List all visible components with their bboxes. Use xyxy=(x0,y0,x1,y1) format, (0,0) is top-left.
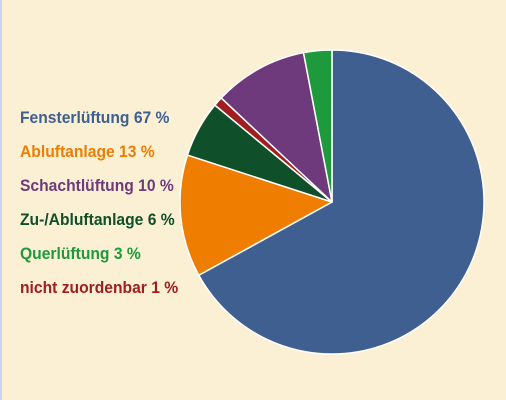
legend-entry-querlueftung: Querlüftung 3 % xyxy=(20,244,141,263)
legend-entry-nicht-zuordenbar: nicht zuordenbar 1 % xyxy=(20,278,179,297)
pie-slice-5 xyxy=(302,49,333,203)
legend-entry-fensterlueftung: Fensterlüftung 67 % xyxy=(20,108,170,127)
legend-entry-zu-abluftanlage: Zu-/Abluftanlage 6 % xyxy=(20,210,175,229)
legend-entry-abluftanlage: Abluftanlage 13 % xyxy=(20,142,155,161)
chart-legend: Fensterlüftung 67 % Abluftanlage 13 % Sc… xyxy=(20,104,192,308)
pie-slices xyxy=(179,49,485,355)
legend-entry-schachtlueftung: Schachtlüftung 10 % xyxy=(20,176,174,195)
pie-slice-4 xyxy=(220,51,333,203)
pie-slice-0 xyxy=(198,49,485,355)
pie-slice-1 xyxy=(179,154,333,276)
